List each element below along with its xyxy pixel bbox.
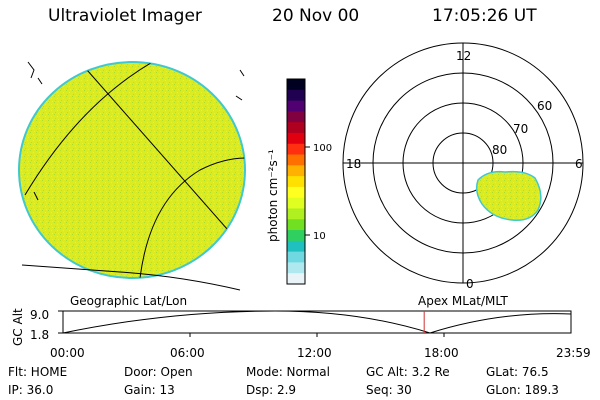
colorbar-segment — [287, 154, 305, 166]
gc-altitude: GC Alt: 3.2 Re — [366, 365, 450, 379]
time-label-0000: 00:00 — [50, 346, 85, 360]
timeline-ylabel: GC Alt — [11, 308, 25, 346]
timeline-ymin: 1.8 — [30, 328, 49, 342]
colorbar-segment — [287, 132, 305, 145]
altitude-timeline — [58, 310, 572, 337]
mlt-label-12: 12 — [456, 49, 471, 63]
colorbar-segment — [287, 240, 305, 253]
geographic-latitude: GLat: 76.5 — [486, 365, 549, 379]
observation-date: 20 Nov 00 — [272, 6, 360, 26]
colorbar-segment — [287, 165, 305, 177]
gain-value: Gain: 13 — [124, 383, 175, 397]
colorbar-segment — [287, 111, 305, 123]
polar-mlt-plot — [342, 42, 584, 284]
mode-status: Mode: Normal — [246, 365, 330, 379]
colorbar-segment — [287, 143, 305, 156]
colorbar-unit-label: photon cm⁻²s⁻¹ — [266, 149, 280, 242]
geographic-longitude: GLon: 189.3 — [486, 383, 559, 397]
flight-status: Flt: HOME — [8, 365, 68, 379]
time-label-0600: 06:00 — [170, 346, 205, 360]
mlt-label-18: 18 — [346, 157, 361, 171]
coastline-fragments — [21, 61, 245, 291]
mlat-label-80: 80 — [492, 143, 507, 157]
earth-disk — [18, 61, 246, 279]
ip-value: IP: 36.0 — [8, 383, 54, 397]
colorbar-segment — [287, 186, 305, 199]
timeline-right-title: Apex MLat/MLT — [418, 294, 508, 308]
colorbar-segment — [287, 208, 305, 220]
colorbar-tick-100: 100 — [313, 143, 332, 154]
time-label-2359: 23:59 — [556, 346, 591, 360]
dsp-value: Dsp: 2.9 — [246, 383, 297, 397]
colorbar — [287, 79, 305, 285]
instrument-title: Ultraviolet Imager — [48, 6, 202, 26]
colorbar-segment — [287, 273, 305, 285]
colorbar-tick-10: 10 — [313, 231, 326, 242]
mlt-label-0: 0 — [466, 277, 474, 291]
latitude-line-inner — [139, 157, 245, 278]
colorbar-segment — [287, 251, 305, 263]
mlat-label-60: 60 — [537, 99, 552, 113]
auroral-oval — [475, 170, 542, 222]
colorbar-segment — [287, 230, 305, 242]
time-label-1800: 18:00 — [424, 346, 459, 360]
sequence-value: Seq: 30 — [366, 383, 412, 397]
timeline-ymax: 9.0 — [30, 308, 49, 322]
colorbar-segment — [287, 262, 305, 274]
colorbar-segment — [287, 197, 305, 209]
mlat-label-70: 70 — [513, 122, 528, 136]
colorbar-segment — [287, 79, 305, 91]
timeline-left-title: Geographic Lat/Lon — [70, 294, 187, 308]
colorbar-segment — [287, 176, 305, 188]
colorbar-segment — [287, 122, 305, 134]
mlt-label-6: 6 — [575, 157, 583, 171]
colorbar-segment — [287, 89, 305, 102]
time-label-1200: 12:00 — [297, 346, 332, 360]
colorbar-segment — [287, 219, 305, 231]
door-status: Door: Open — [124, 365, 193, 379]
colorbar-segment — [287, 100, 305, 112]
latitude-line — [24, 62, 176, 196]
observation-time: 17:05:26 UT — [432, 6, 537, 26]
